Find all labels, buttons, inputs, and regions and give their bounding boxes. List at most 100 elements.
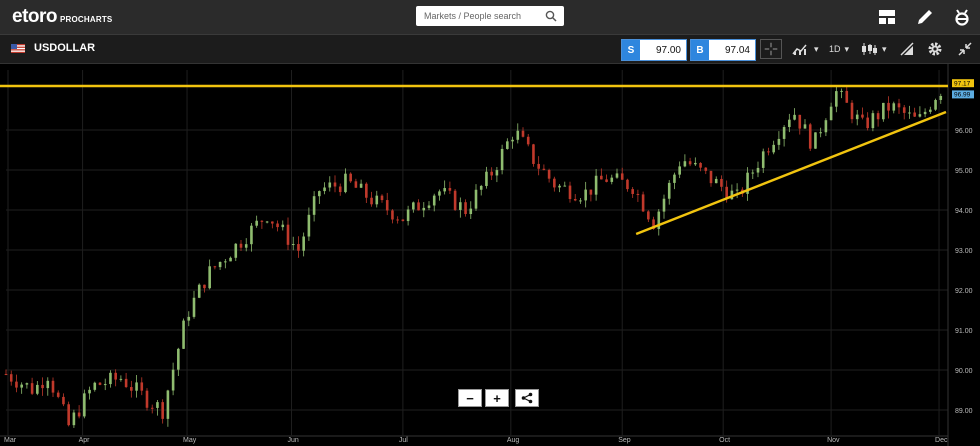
x-tick-label: May <box>183 437 197 444</box>
search-icon[interactable] <box>545 10 557 22</box>
y-tick-label: 92.00 <box>955 288 973 295</box>
candle-body <box>56 392 60 397</box>
candle-body <box>25 383 29 385</box>
candle-body <box>469 208 473 215</box>
candle-body <box>375 195 379 205</box>
candle-body <box>20 384 23 388</box>
candle-body <box>798 114 802 129</box>
x-tick-label: Oct <box>719 437 730 444</box>
top-bar: etoro PROCHARTS <box>0 0 980 35</box>
candle-body <box>344 173 347 193</box>
candle-body <box>516 130 520 140</box>
candle-body <box>323 187 326 192</box>
candle-body <box>641 194 645 212</box>
sell-button[interactable]: S 97.00 <box>621 39 687 61</box>
candle-body <box>657 211 661 229</box>
candle-body <box>704 167 708 171</box>
candle-body <box>401 219 405 222</box>
candle-body <box>36 384 39 394</box>
sell-price: 97.00 <box>655 44 681 56</box>
candle-body <box>354 181 358 188</box>
plus-icon: + <box>493 390 501 406</box>
candle-body <box>385 200 389 211</box>
candle-body <box>521 130 525 137</box>
candle-body <box>98 382 102 385</box>
candle-body <box>171 369 175 391</box>
bid-price-tag: 96.99 <box>952 90 974 99</box>
candle-body <box>130 387 133 391</box>
candle-body <box>767 151 770 153</box>
collapse-icon[interactable] <box>956 40 974 58</box>
y-tick-label: 91.00 <box>955 328 973 335</box>
layout-icon[interactable] <box>877 7 897 27</box>
x-tick-label: Jul <box>399 437 408 444</box>
buy-button[interactable]: B 97.04 <box>690 39 756 61</box>
search-input[interactable] <box>416 6 544 26</box>
zoom-in-button[interactable]: + <box>485 389 509 407</box>
candle-body <box>589 189 593 195</box>
candle-body <box>41 384 44 389</box>
us-flag-icon <box>11 44 25 53</box>
candle-body <box>605 179 608 182</box>
candle-body <box>652 219 655 229</box>
candle-body <box>892 103 896 111</box>
chevron-down-icon: ▾ <box>882 43 887 54</box>
candle-body <box>542 168 546 170</box>
candle-body <box>338 186 342 193</box>
interval-label: 1D <box>829 44 841 54</box>
candle-body <box>620 173 624 180</box>
candle-body <box>553 178 556 188</box>
chart-grid <box>0 64 949 446</box>
candle-body <box>312 196 316 215</box>
candle-body <box>563 185 567 187</box>
zoom-controls: − + <box>458 389 542 409</box>
candle-body <box>730 190 734 200</box>
candle-body <box>276 223 279 228</box>
candle-body <box>913 112 916 117</box>
candle-body <box>537 163 540 169</box>
candle-body <box>694 162 697 165</box>
share-button[interactable] <box>515 389 539 407</box>
x-tick-label: Mar <box>4 437 17 444</box>
draw-tool-icon[interactable] <box>898 40 916 58</box>
pencil-icon[interactable] <box>915 7 935 27</box>
crosshair-icon[interactable] <box>760 39 782 59</box>
candle-body <box>234 243 238 258</box>
candle-body <box>15 381 18 388</box>
candle-body <box>432 195 436 206</box>
candle-body <box>490 171 493 176</box>
candle-body <box>866 117 869 129</box>
candle-body <box>824 120 828 133</box>
candle-body <box>506 141 509 149</box>
candle-body <box>600 175 603 180</box>
candle-body <box>150 407 154 409</box>
time-axis: Mar Apr May Jun Jul Aug Sep Oct Nov Dec <box>4 437 948 444</box>
candle-body <box>647 211 650 220</box>
x-tick-label: Sep <box>618 437 631 444</box>
candle-body <box>814 132 817 149</box>
candle-body <box>772 144 775 153</box>
etoro-logo[interactable]: etoro PROCHARTS <box>12 6 112 28</box>
etoro-e-icon[interactable] <box>952 7 972 27</box>
bid-price-label: 96.99 <box>954 92 971 99</box>
candle-body <box>929 109 932 112</box>
candle-body <box>359 183 363 188</box>
chart-type-dropdown[interactable]: ▾ <box>792 40 819 58</box>
candle-body <box>271 221 274 224</box>
settings-gear-icon[interactable] <box>926 40 944 58</box>
candle-body <box>208 266 211 289</box>
interval-dropdown[interactable]: 1D ▾ <box>829 40 849 58</box>
candle-body <box>568 185 572 199</box>
buy-tag: B <box>691 40 709 60</box>
candlestick-chart[interactable]: 89.00 90.00 91.00 92.00 93.00 94.00 95.00 96.00… <box>0 64 980 446</box>
candle-body <box>448 188 452 191</box>
candle-body <box>908 112 911 114</box>
candle-body <box>291 244 295 246</box>
candle-body <box>761 151 765 168</box>
candle-body <box>688 161 692 165</box>
candle-body <box>829 106 833 121</box>
candle-body <box>678 166 681 175</box>
candle-body <box>808 124 812 149</box>
candles-dropdown[interactable]: ▾ <box>860 40 887 58</box>
zoom-out-button[interactable]: − <box>458 389 482 407</box>
